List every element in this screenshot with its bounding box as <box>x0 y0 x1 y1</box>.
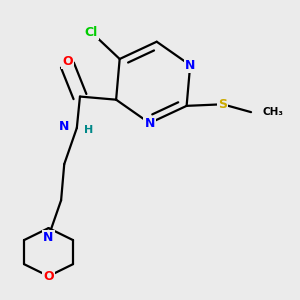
Text: Cl: Cl <box>85 26 98 39</box>
Text: N: N <box>58 120 69 133</box>
Text: S: S <box>218 98 227 111</box>
Text: H: H <box>84 125 93 136</box>
Text: O: O <box>62 56 73 68</box>
Text: N: N <box>144 117 155 130</box>
Text: N: N <box>43 232 54 244</box>
Text: O: O <box>43 270 54 283</box>
Text: CH₃: CH₃ <box>263 107 284 117</box>
Text: N: N <box>185 59 195 72</box>
